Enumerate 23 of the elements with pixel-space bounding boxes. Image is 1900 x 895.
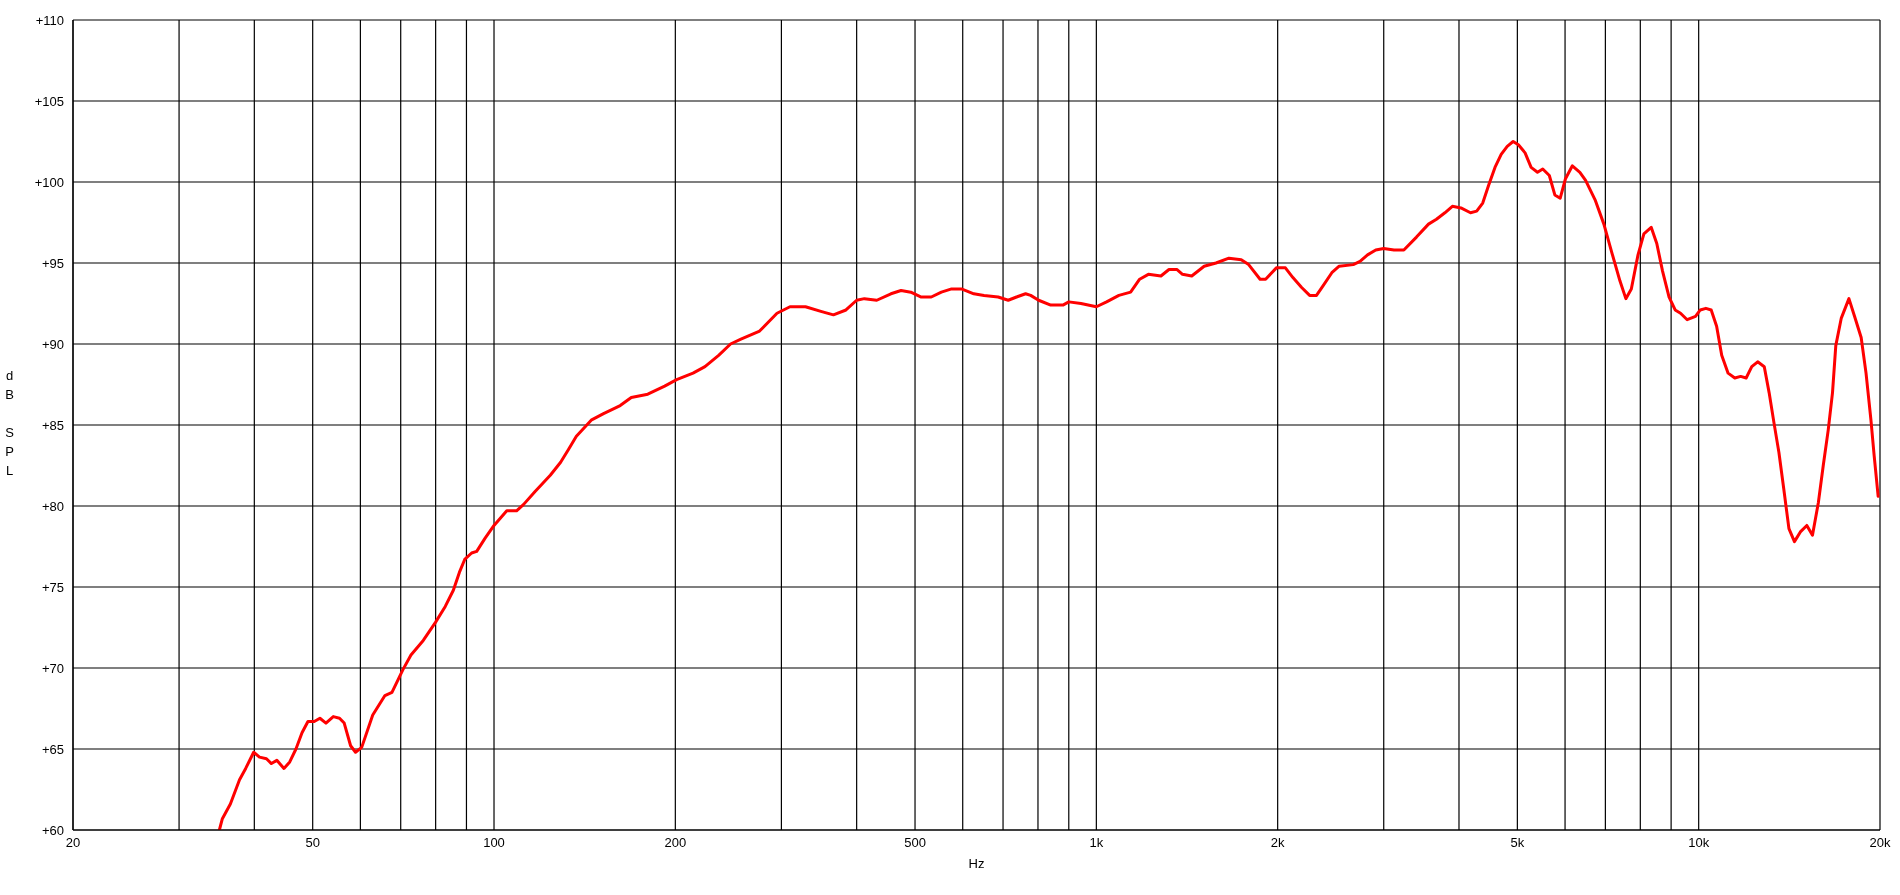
x-tick-label: 20	[65, 835, 81, 851]
x-axis-title: Hz	[968, 856, 985, 871]
y-tick-label: +105	[34, 93, 64, 109]
y-tick-label: +95	[41, 255, 64, 271]
y-tick-label: +75	[41, 579, 64, 595]
x-tick-label: 1k	[1089, 835, 1104, 851]
y-axis-title: dB SPL	[2, 368, 17, 482]
y-tick-label: +60	[41, 822, 64, 838]
y-tick-label: +100	[34, 174, 64, 190]
x-tick-label: 2k	[1270, 835, 1286, 851]
x-tick-label: 100	[483, 835, 505, 851]
y-tick-label: +65	[41, 741, 64, 757]
x-tick-label: 50	[305, 835, 320, 851]
y-tick-label: +85	[41, 417, 64, 433]
y-tick-label: +90	[41, 336, 64, 352]
x-tick-label: 20k	[1869, 835, 1891, 851]
y-tick-label: +80	[41, 498, 64, 514]
y-tick-label: +110	[35, 12, 64, 28]
x-tick-label: 200	[664, 835, 687, 851]
x-tick-label: 500	[904, 835, 926, 851]
y-tick-label: +70	[41, 660, 64, 676]
x-tick-label: 5k	[1510, 835, 1525, 851]
x-tick-label: 10k	[1688, 835, 1710, 851]
